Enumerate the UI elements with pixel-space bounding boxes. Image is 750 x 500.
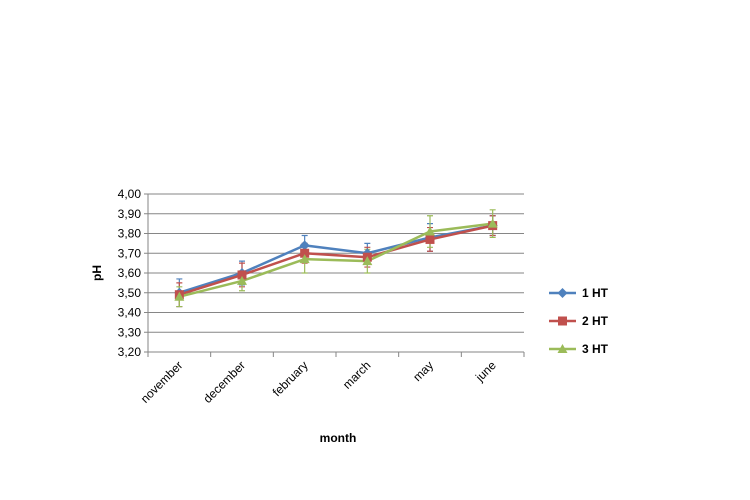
data-point [299,254,310,264]
data-point [425,226,435,236]
data-point [362,256,373,266]
x-tick-label: may [410,358,436,384]
data-point [425,234,435,244]
series-lines [178,222,493,298]
series-line [179,222,493,298]
y-tick-label: 3,30 [118,325,142,339]
series-line [178,224,493,294]
axes [144,193,525,357]
x-tick-label: december [200,358,248,406]
series-markers [174,218,498,301]
legend-marker [558,316,567,326]
y-tick-label: 3,20 [118,345,142,359]
y-tick-label: 3,50 [118,286,142,300]
legend-marker [557,288,568,298]
y-tick-labels: 3,20 3,30 3,40 3,50 3,60 3,70 3,80 3,90 4,00 [118,187,142,359]
y-tick-label: 4,00 [118,187,142,201]
legend-label: 1 HT [582,286,609,300]
y-tick-label: 3,70 [118,246,142,260]
data-point [174,291,185,301]
data-point [237,270,247,280]
x-tick-label: june [472,358,499,385]
y-axis-title: pH [90,265,104,281]
y-tick-label: 3,90 [118,207,142,221]
x-tick-label: february [270,358,311,399]
x-tick-labels: november december february march may june [138,358,499,406]
data-point [237,275,247,285]
x-tick-label: november [138,358,186,406]
data-point [300,248,310,258]
legend: 1 HT 2 HT 3 HT [549,286,609,356]
y-tick-label: 3,80 [118,227,142,241]
data-point [299,240,310,251]
y-tick-label: 3,60 [118,266,142,280]
error-bars [176,209,496,308]
legend-label: 3 HT [582,342,609,356]
legend-marker [557,344,568,353]
x-tick-label: march [340,358,373,391]
x-axis-title: month [320,431,357,445]
data-point [487,218,498,228]
y-tick-label: 3,40 [118,306,142,320]
gridlines [148,193,524,333]
series-line [178,224,493,296]
legend-label: 2 HT [582,314,609,328]
